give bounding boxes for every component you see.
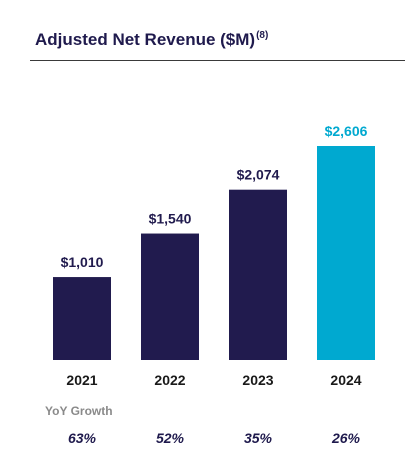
category-label-2024: 2024 xyxy=(330,372,361,388)
bar-2022 xyxy=(141,233,199,360)
bar-chart: $1,010 2021 $1,540 2022 $2,074 2023 $2,606 2024 xyxy=(53,123,375,388)
bar-2024 xyxy=(317,146,375,360)
category-label-2021: 2021 xyxy=(66,372,97,388)
title-divider xyxy=(30,60,405,61)
value-label-2023: $2,074 xyxy=(237,167,280,183)
value-label-2022: $1,540 xyxy=(149,211,192,227)
chart-title: Adjusted Net Revenue ($M)(8) xyxy=(35,30,269,49)
bar-2023 xyxy=(229,189,287,360)
value-label-2024: $2,606 xyxy=(325,123,368,139)
bar-2021 xyxy=(53,277,111,360)
yoy-value-2024: 26% xyxy=(331,430,361,446)
yoy-growth-label: YoY Growth xyxy=(45,404,113,418)
yoy-value-2022: 52% xyxy=(155,430,185,446)
value-label-2021: $1,010 xyxy=(61,254,104,270)
footnote-marker: (8) xyxy=(256,30,269,41)
yoy-growth-row: 63% 52% 35% 26% xyxy=(0,430,411,448)
category-label-2023: 2023 xyxy=(242,372,273,388)
yoy-value-2021: 63% xyxy=(67,430,97,446)
category-label-2022: 2022 xyxy=(154,372,185,388)
yoy-value-2023: 35% xyxy=(243,430,273,446)
